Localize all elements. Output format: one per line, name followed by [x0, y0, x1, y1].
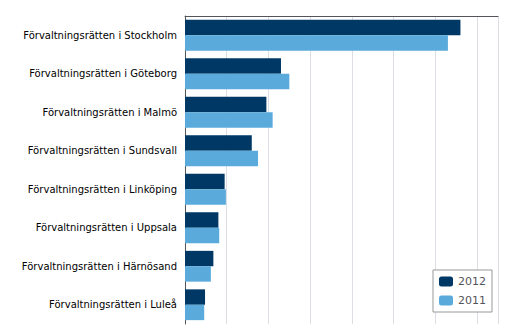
- svg-text:2012: 2012: [458, 275, 486, 288]
- svg-text:Förvaltningsrätten i Uppsala: Förvaltningsrätten i Uppsala: [36, 222, 177, 233]
- svg-text:2011: 2011: [458, 294, 486, 307]
- svg-text:Förvaltningsrätten i Göteborg: Förvaltningsrätten i Göteborg: [29, 68, 177, 79]
- svg-text:Förvaltningsrätten i Malmö: Förvaltningsrätten i Malmö: [43, 107, 177, 118]
- svg-text:Förvaltningsrätten i Luleå: Förvaltningsrätten i Luleå: [49, 298, 177, 310]
- svg-text:Förvaltningsrätten i Linköping: Förvaltningsrätten i Linköping: [28, 184, 177, 195]
- svg-text:Förvaltningsrätten i Sundsvall: Förvaltningsrätten i Sundsvall: [28, 145, 177, 156]
- svg-text:Förvaltningsrätten i Stockholm: Förvaltningsrätten i Stockholm: [23, 30, 177, 41]
- svg-text:Förvaltningsrätten i Härnösand: Förvaltningsrätten i Härnösand: [22, 261, 177, 272]
